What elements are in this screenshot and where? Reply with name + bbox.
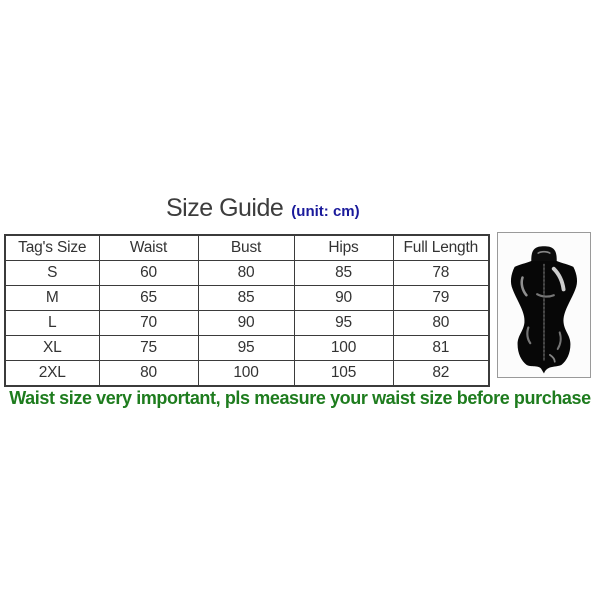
hips-cell: 90	[293, 285, 394, 311]
waist-cell: 70	[98, 310, 199, 336]
waist-cell: 75	[98, 335, 199, 361]
header-cell-hips: Hips	[293, 234, 394, 261]
bust-cell: 85	[197, 285, 295, 311]
size-label-cell: M	[4, 285, 100, 311]
full-length-cell: 80	[392, 310, 490, 336]
waist-cell: 65	[98, 285, 199, 311]
table-row: M 65 85 90 79	[4, 285, 490, 311]
header-cell-bust: Bust	[197, 234, 295, 261]
size-label-cell: XL	[4, 335, 100, 361]
bust-cell: 80	[197, 260, 295, 286]
page-title: Size Guide (unit: cm)	[166, 194, 360, 223]
hips-cell: 95	[293, 310, 394, 336]
table-row: S 60 80 85 78	[4, 260, 490, 286]
bust-cell: 90	[197, 310, 295, 336]
waist-note: Waist size very important, pls measure y…	[9, 388, 591, 408]
hips-cell: 105	[293, 360, 394, 387]
product-photo	[497, 232, 591, 378]
header-cell-tag-size: Tag's Size	[4, 234, 100, 261]
waist-cell: 60	[98, 260, 199, 286]
table-header-row: Tag's Size Waist Bust Hips Full Length	[4, 234, 490, 261]
table-row: L 70 90 95 80	[4, 310, 490, 336]
size-label-cell: 2XL	[4, 360, 100, 387]
header-cell-waist: Waist	[98, 234, 199, 261]
unit-label: (unit: cm)	[291, 203, 360, 220]
bodysuit-image	[510, 246, 578, 374]
table-row: XL 75 95 100 81	[4, 335, 490, 361]
table-row: 2XL 80 100 105 82	[4, 360, 490, 387]
full-length-cell: 81	[392, 335, 490, 361]
waist-cell: 80	[98, 360, 199, 387]
full-length-cell: 82	[392, 360, 490, 387]
hips-cell: 100	[293, 335, 394, 361]
size-label-cell: L	[4, 310, 100, 336]
bust-cell: 95	[197, 335, 295, 361]
size-label-cell: S	[4, 260, 100, 286]
size-table: Tag's Size Waist Bust Hips Full Length S…	[4, 234, 490, 387]
header-cell-full-length: Full Length	[392, 234, 490, 261]
hips-cell: 85	[293, 260, 394, 286]
full-length-cell: 78	[392, 260, 490, 286]
full-length-cell: 79	[392, 285, 490, 311]
bust-cell: 100	[197, 360, 295, 387]
size-guide-title: Size Guide	[166, 194, 284, 222]
